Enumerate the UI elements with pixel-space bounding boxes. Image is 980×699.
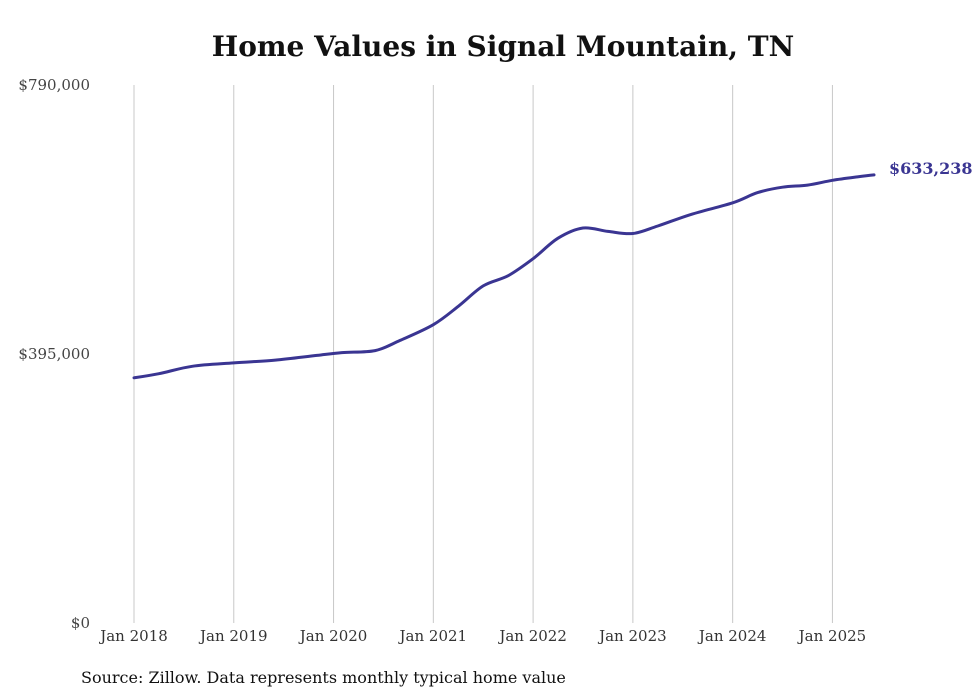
series-line [132, 173, 876, 380]
y-tick-label: $790,000 [18, 76, 90, 94]
x-tick-label: Jan 2020 [298, 627, 368, 645]
x-tick-label: Jan 2022 [497, 627, 567, 645]
gridlines [133, 85, 833, 623]
chart-title: Home Values in Signal Mountain, TN [211, 30, 795, 63]
x-axis-ticks: Jan 2018 Jan 2019 Jan 2020 Jan 2021 Jan 2022… [98, 627, 866, 645]
y-axis-ticks: $0 $395,000 $790,000 [18, 76, 90, 632]
source-note: Source: Zillow. Data represents monthly … [81, 668, 566, 687]
x-tick-label: Jan 2024 [697, 627, 767, 645]
x-tick-label: Jan 2019 [198, 627, 268, 645]
y-tick-label: $395,000 [18, 345, 90, 363]
y-tick-label: $0 [71, 614, 90, 632]
x-tick-label: Jan 2021 [398, 627, 468, 645]
x-tick-label: Jan 2018 [98, 627, 168, 645]
x-tick-label: Jan 2025 [797, 627, 867, 645]
end-value-label: $633,238 [889, 159, 973, 178]
x-tick-label: Jan 2023 [597, 627, 667, 645]
